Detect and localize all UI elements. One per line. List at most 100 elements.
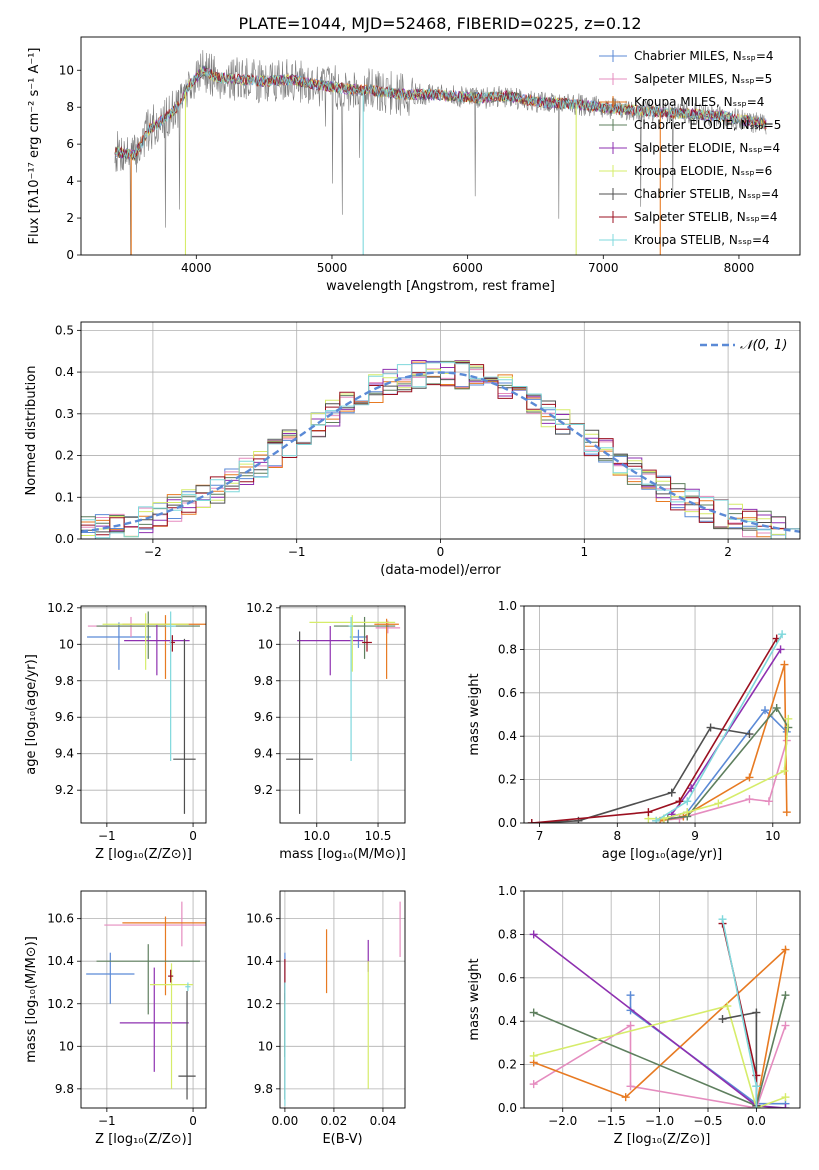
y-tick-label: 10 [258,1039,273,1053]
panel-mass-weight-vs-age: 7 8 9 10 0.0 0.2 0.4 0.6 0.8 1.0 age [log₁₀(age/yr… [467,599,801,862]
y-tick-label: 10.6 [246,912,273,926]
y-tick-label: 10 [258,637,273,651]
plot-area [86,901,206,1100]
y-tick-label: 0.4 [498,729,517,743]
weight-point-kroupa-miles [621,1093,630,1102]
x-tick-label: 8000 [724,261,755,275]
x-tick-label: 7000 [588,261,619,275]
weight-point-kroupa-miles [745,773,754,782]
panel-age-vs-metallicity: −1 0 9.2 9.4 9.6 9.8 10 10.2 Z [log₁₀(Z/Z⊙)] age … [24,601,207,862]
x-tick-label: 1 [580,545,588,559]
y-tick-label: 1.0 [498,884,517,898]
weight-point-chabrier-miles [626,991,635,1000]
x-tick-label: 8 [613,829,621,843]
panel-mass-vs-metallicity: −1 0 9.8 10 10.2 10.4 10.6 Z [log₁₀(Z/Z⊙)] mass … [24,890,207,1147]
x-tick-label: 10 [765,829,780,843]
weight-point-kroupa-stelib [778,630,787,639]
x-tick-label: 0.00 [272,1114,299,1128]
y-axis-label: mass weight [467,673,482,755]
x-axis-label: Z [log₁₀(Z/Z⊙)] [95,1132,192,1147]
plot-area [114,50,767,255]
y-tick-label: 0.4 [55,365,74,379]
x-tick-label: 10.5 [365,829,392,843]
weight-point-salpeter-elodie [776,645,785,654]
weight-point-chabrier-stelib [745,730,754,739]
legend-label-normal: 𝒩(0, 1) [740,338,787,353]
x-tick-label: 0 [437,545,445,559]
x-tick-label: 0 [189,1114,197,1128]
weight-point-kroupa-stelib [752,1104,761,1108]
y-tick-label: 0.2 [498,773,517,787]
legend-label-kroupa-miles: Kroupa MILES, Nₛₛₚ=4 [634,95,764,109]
plot-area [284,901,401,1106]
figure-title: PLATE=1044, MJD=52468, FIBERID=0225, z=0… [238,14,641,33]
x-axis-label: (data-model)/error [380,563,501,578]
x-tick-label: −2 [144,545,162,559]
weight-line-chabrier-elodie [667,706,789,820]
x-tick-label: 0 [189,829,197,843]
y-tick-label: 0.2 [498,1058,517,1072]
y-tick-label: 4 [66,174,74,188]
weight-point-salpeter-miles [764,797,773,806]
y-tick-label: 0.6 [498,686,517,700]
x-axis-label: mass [log₁₀(M/M⊙)] [279,847,406,862]
x-tick-label: 0.04 [370,1114,397,1128]
x-tick-label: −1.5 [597,1114,626,1128]
plot-frame [80,36,801,256]
y-axis-label: Flux [fλ10⁻¹⁷ erg cm⁻² s⁻¹ A⁻¹] [27,48,42,245]
y-tick-label: 9.2 [55,783,74,797]
panel-age-vs-mass: 10.0 10.5 9.2 9.4 9.6 9.8 10 10.2 mass [log₁₀(M/… [246,601,405,862]
y-axis-label: mass weight [467,958,482,1040]
y-tick-label: 0.4 [498,1014,517,1028]
weight-point-salpeter-miles [529,1080,538,1089]
y-tick-label: 9.6 [55,710,74,724]
weight-point-kroupa-stelib [652,816,661,823]
legend-label-chabrier-elodie: Chabrier ELODIE, Nₛₛₚ=5 [634,118,781,132]
y-tick-label: 2 [66,211,74,225]
x-tick-label: −0.5 [693,1114,722,1128]
weight-point-kroupa-elodie [784,714,793,723]
y-tick-label: 0.8 [498,642,517,656]
y-tick-label: 9.8 [254,674,273,688]
y-tick-label: 8 [66,100,74,114]
weight-point-kroupa-stelib [683,797,692,806]
y-tick-label: 9.4 [55,747,74,761]
y-tick-label: 10 [59,63,74,77]
x-tick-label: 0.0 [747,1114,766,1128]
y-tick-label: 10.4 [47,954,74,968]
y-tick-label: 10.4 [246,954,273,968]
weight-point-salpeter-elodie [781,1104,790,1108]
y-tick-label: 6 [66,137,74,151]
x-tick-label: 5000 [317,261,348,275]
x-axis-label: E(B-V) [322,1132,362,1147]
panel-spectrum: 4000 5000 6000 7000 8000 0 2 4 6 8 10 wavelength [A… [27,36,801,294]
weight-line-salpeter-stelib [531,638,778,823]
plot-area [527,630,793,823]
plot-frame [80,321,801,540]
x-axis-label: Z [log₁₀(Z/Z⊙)] [95,847,192,862]
y-tick-label: 10.2 [47,997,74,1011]
y-tick-label: 9.8 [55,674,74,688]
weight-point-salpeter-miles [626,1021,635,1030]
plot-area [81,360,800,539]
plot-frame [523,605,801,824]
weight-line-kroupa-elodie [533,1005,786,1108]
normal-curve-line [81,371,800,533]
weight-point-chabrier-miles [761,706,770,715]
spectrum-legend: Chabrier MILES, Nₛₛₚ=4 Salpeter MILES, Nₛ… [599,49,781,247]
weight-point-kroupa-elodie [723,1002,732,1011]
weight-point-kroupa-stelib [752,1082,761,1091]
y-tick-label: 0.6 [498,971,517,985]
plot-area [286,615,401,814]
histogram-step-kroupa-stelib [81,362,800,539]
weight-point-kroupa-miles [782,808,791,817]
weight-point-chabrier-elodie [781,991,790,1000]
x-tick-label: −1 [288,545,306,559]
y-tick-label: 9.2 [254,783,273,797]
plot-frame [523,890,801,1109]
legend-label-salpeter-miles: Salpeter MILES, Nₛₛₚ=5 [634,72,772,86]
y-axis-label: Normed distribution [24,366,39,496]
plot-frame [80,890,207,1109]
y-tick-label: 10.2 [246,997,273,1011]
weight-point-chabrier-stelib [752,1008,761,1017]
